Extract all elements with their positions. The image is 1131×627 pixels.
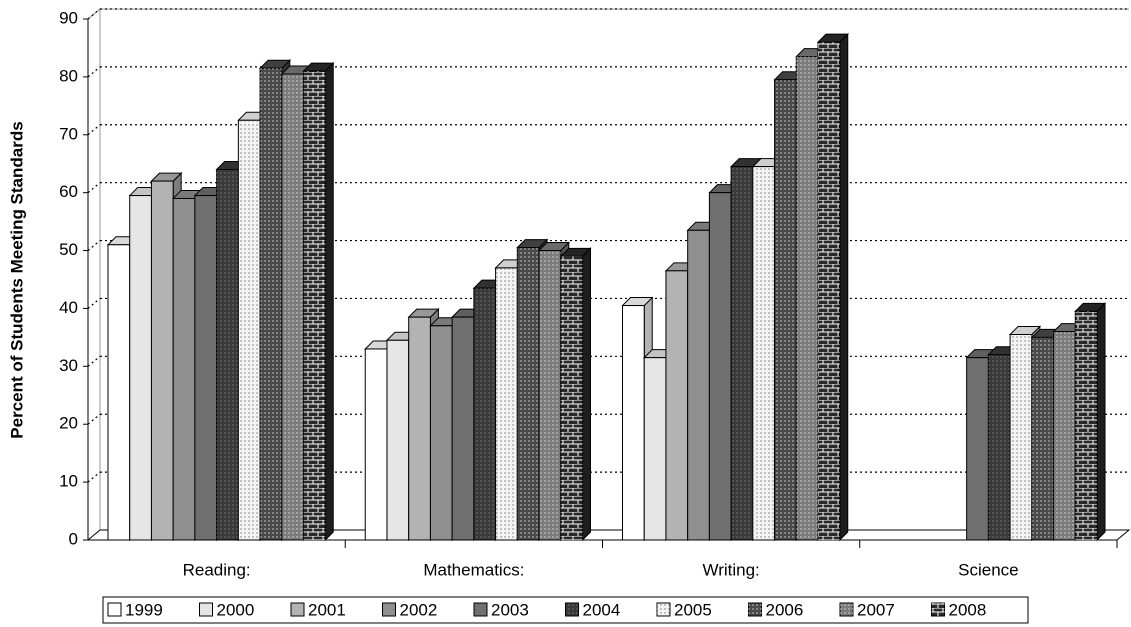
bar (687, 229, 710, 541)
y-tick-label: 60 (59, 182, 78, 201)
y-tick-label: 20 (59, 414, 78, 433)
legend-swatch (290, 602, 305, 617)
bar-pattern (560, 256, 583, 540)
x-tick-label: Reading: (183, 560, 251, 579)
bar (708, 192, 732, 541)
bar-pattern (752, 166, 775, 540)
legend-pattern (565, 603, 579, 616)
legend-label: 2005 (674, 600, 712, 619)
legend-swatch (199, 602, 213, 617)
bar-pattern (216, 169, 239, 540)
legend-label: 2007 (857, 600, 895, 619)
bar (172, 197, 196, 541)
bar-pattern (303, 71, 326, 540)
bar-pattern (539, 250, 561, 541)
bar-pattern (818, 42, 840, 541)
bar-pattern (517, 247, 540, 540)
y-tick-label: 40 (59, 298, 78, 317)
bar-pattern (281, 73, 304, 540)
legend-label: 2008 (949, 600, 987, 619)
grid-diag (87, 182, 101, 194)
grid-diag (87, 355, 101, 367)
bar-pattern (988, 354, 1011, 540)
bar-pattern (1010, 334, 1032, 540)
legend-swatch (382, 602, 396, 617)
legend-swatch (107, 602, 122, 617)
bar-pattern (796, 56, 819, 540)
bar-pattern (774, 79, 797, 541)
bar-pattern (1075, 311, 1097, 540)
legend-label: 2003 (491, 600, 529, 619)
legend-label: 2000 (217, 600, 255, 619)
grid-diag (87, 413, 101, 425)
bar-pattern (260, 68, 282, 540)
bar-pattern (731, 166, 753, 540)
bar (665, 270, 689, 541)
bar-pattern (238, 120, 261, 541)
bar (451, 316, 475, 541)
grid-diag (87, 471, 101, 483)
x-tick-label: Science (958, 560, 1018, 579)
grid-diag (87, 124, 101, 136)
bar-side (1096, 302, 1106, 542)
legend-label: 1999 (125, 600, 163, 619)
bar (408, 316, 431, 541)
bar (966, 357, 989, 541)
bar (364, 348, 388, 541)
bar-pattern (473, 288, 496, 540)
grid-diag (87, 297, 101, 309)
bar (194, 195, 218, 541)
bar (129, 195, 152, 541)
bar-pattern (1053, 331, 1076, 540)
bar-side (839, 32, 849, 542)
y-tick-label: 70 (59, 124, 78, 143)
y-tick-label: 90 (59, 8, 78, 27)
bar-pattern (1031, 337, 1054, 540)
legend-pattern (840, 603, 853, 616)
bar (622, 305, 645, 541)
bar (386, 339, 410, 541)
grid-diag (87, 66, 101, 78)
legend-label: 2004 (583, 600, 621, 619)
y-tick-label: 30 (59, 356, 78, 375)
legend-label: 2006 (766, 600, 804, 619)
y-tick-label: 80 (59, 66, 78, 85)
legend-pattern (657, 603, 670, 616)
y-tick-label: 50 (59, 240, 78, 259)
bar-side (582, 247, 591, 542)
bar-pattern (495, 267, 518, 540)
bar (150, 180, 174, 541)
bar (429, 325, 453, 541)
x-tick-label: Writing: (702, 560, 759, 579)
bar (643, 357, 667, 541)
bar (107, 244, 131, 541)
bar-side (324, 61, 334, 542)
legend-swatch (473, 602, 488, 617)
legend-label: 2001 (308, 600, 346, 619)
legend-label: 2002 (400, 600, 438, 619)
legend-pattern (748, 603, 762, 616)
y-tick-label: 10 (59, 472, 78, 491)
legend-pattern (931, 603, 945, 616)
y-axis-label: Percent of Students Meeting Standards (7, 121, 26, 438)
y-tick-label: 0 (69, 529, 78, 548)
x-tick-label: Mathematics: (423, 560, 524, 579)
grid-diag (87, 240, 101, 252)
